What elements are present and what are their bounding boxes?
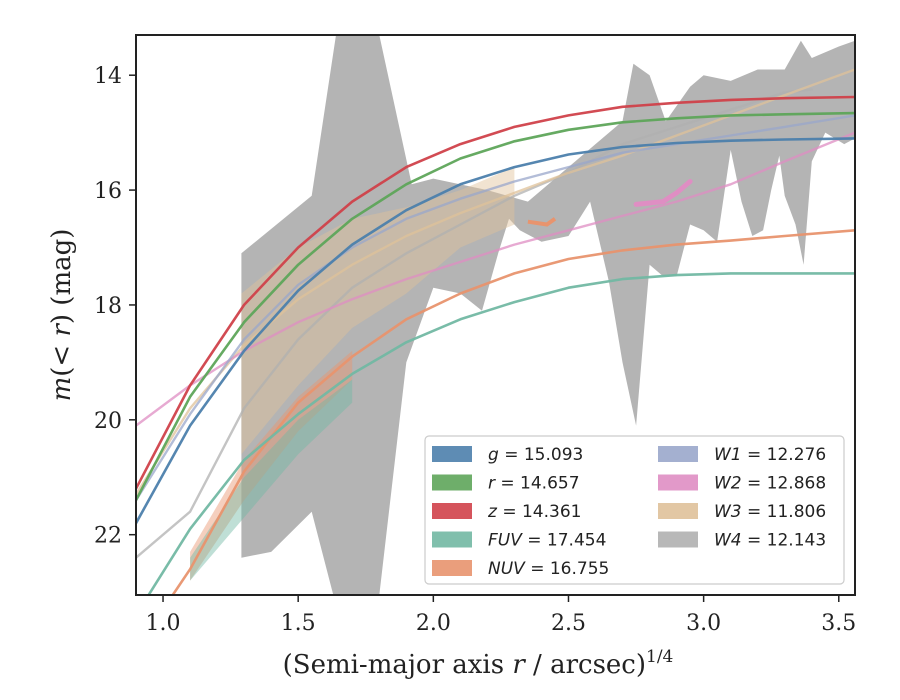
x-tick-label: 3.0 xyxy=(686,611,721,636)
legend-label-w4: W4 = 12.143 xyxy=(714,531,826,551)
legend-swatch-w1 xyxy=(658,446,698,462)
legend-box xyxy=(424,435,845,585)
legend-swatch-g xyxy=(432,446,472,462)
band-w3 xyxy=(241,167,515,455)
series-line-w1 xyxy=(136,114,855,502)
legend-label-fuv: FUV = 17.454 xyxy=(488,531,606,551)
x-axis: 1.0 1.5 2.0 2.5 3.0 3.5 xyxy=(146,595,856,636)
series-line-g xyxy=(136,137,855,525)
y-tick-label: 22 xyxy=(94,524,122,549)
plot-frame xyxy=(135,34,856,596)
legend-label-g: g = 15.093 xyxy=(488,445,583,465)
y-tick-label: 20 xyxy=(94,409,122,434)
legend-swatch-fuv xyxy=(432,531,472,548)
legend-swatch-w3 xyxy=(658,503,698,519)
legend-swatch-w4 xyxy=(658,531,698,548)
band-nuv xyxy=(190,350,353,581)
y-tick-label: 14 xyxy=(94,64,122,89)
x-tick-label: 1.0 xyxy=(146,611,181,636)
legend-label-w3: W3 = 11.806 xyxy=(714,502,826,522)
legend-swatch-r xyxy=(432,474,472,491)
y-tick-label: 18 xyxy=(94,294,122,319)
x-tick-label: 3.5 xyxy=(821,611,856,636)
series-line-w2 xyxy=(136,131,855,427)
legend-label-r: r = 14.657 xyxy=(488,474,580,494)
series-line-nuv xyxy=(171,229,855,595)
band-fuv xyxy=(190,379,353,581)
series-lines xyxy=(136,68,855,595)
x-tick-label: 2.5 xyxy=(551,611,586,636)
y-axis: 14 16 18 20 22 xyxy=(94,64,136,549)
series-line-z xyxy=(136,95,855,491)
legend-label-w1: W1 = 12.276 xyxy=(714,445,826,465)
legend-swatch-z xyxy=(432,503,472,519)
legend: g = 15.093 r = 14.657 z = 14.361 FUV = 17.4… xyxy=(424,435,845,585)
series-line-w4 xyxy=(136,88,813,559)
x-tick-label: 2.0 xyxy=(416,611,451,636)
y-tick-label: 16 xyxy=(94,179,122,204)
series-fragment-nuv xyxy=(527,217,557,227)
series-line-r xyxy=(136,111,855,502)
series-detail-w2 xyxy=(633,179,693,207)
y-axis-label: m(< r) (mag) xyxy=(47,229,77,402)
legend-swatch-w2 xyxy=(658,474,698,491)
series-line-w3 xyxy=(136,68,855,496)
legend-swatch-nuv xyxy=(432,560,472,576)
series-line-fuv xyxy=(147,272,855,595)
legend-label-nuv: NUV = 16.755 xyxy=(488,559,609,579)
legend-label-z: z = 14.361 xyxy=(487,502,581,522)
legend-label-w2: W2 = 12.868 xyxy=(714,474,826,494)
x-tick-label: 1.5 xyxy=(281,611,316,636)
x-axis-label: (Semi-major axis r / arcsec)1/4 xyxy=(283,647,674,680)
